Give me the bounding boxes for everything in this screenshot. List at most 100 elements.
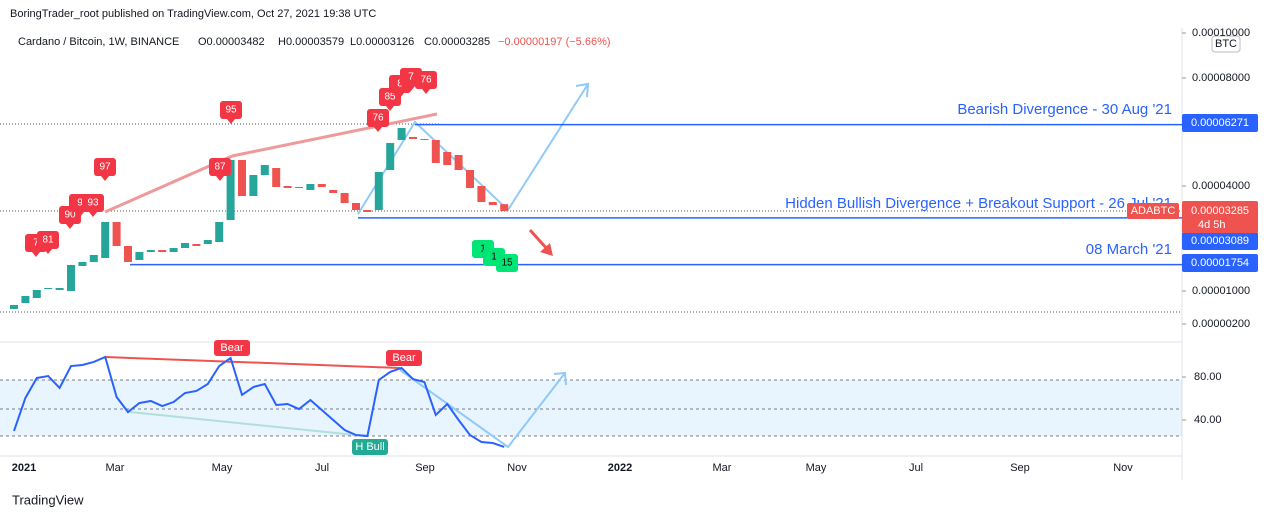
sell-signal <box>415 71 437 89</box>
sell-pointer <box>374 127 382 132</box>
symbol-badge <box>1127 203 1179 219</box>
candle <box>135 252 144 260</box>
last-price: 0.00003285 <box>1191 205 1249 217</box>
candle <box>260 164 269 176</box>
sell-label: 7 <box>33 238 39 249</box>
candle <box>44 287 53 290</box>
candle <box>500 204 509 212</box>
candle <box>363 210 372 213</box>
candle <box>101 222 110 258</box>
price-badge <box>1182 254 1258 272</box>
oscillator-band <box>0 380 1182 436</box>
y-tick-label: 0.00010000 <box>1192 27 1250 39</box>
x-tick-label: May <box>806 462 827 474</box>
candle <box>443 151 452 165</box>
candle <box>169 247 178 253</box>
sell-label: 8 <box>397 79 403 90</box>
sell-label: 7 <box>408 72 414 83</box>
sell-label: 76 <box>372 113 384 124</box>
candle <box>397 128 406 140</box>
candle <box>215 222 224 242</box>
sell-pointer <box>422 89 430 94</box>
sell-label: 9 <box>77 198 83 209</box>
candle <box>454 155 463 170</box>
candle <box>352 203 360 211</box>
y-tick-label: 0.00004000 <box>1192 180 1250 192</box>
osc-trend <box>129 411 366 437</box>
countdown: 4d 5h <box>1198 219 1226 231</box>
candle <box>55 287 64 290</box>
level-text: Hidden Bullish Divergence + Breakout Sup… <box>785 195 1172 212</box>
candle <box>10 304 18 309</box>
arrow-head <box>540 243 553 256</box>
trend-line <box>231 112 438 158</box>
sell-signal <box>82 194 104 212</box>
sell-pointer <box>407 86 415 91</box>
x-tick-label: Sep <box>1010 462 1030 474</box>
sell-label: 90 <box>64 210 76 221</box>
sell-pointer <box>396 93 404 98</box>
open: O0.00003482 <box>198 36 265 48</box>
x-tick-label: Nov <box>507 462 527 474</box>
sell-label: 85 <box>384 92 396 103</box>
x-tick-label: May <box>212 462 233 474</box>
candle <box>374 171 383 211</box>
sell-signal <box>220 101 242 119</box>
sell-pointer <box>386 106 394 111</box>
sell-pointer <box>66 224 74 229</box>
sell-pointer <box>227 119 235 124</box>
candle <box>329 189 338 193</box>
buy-label: 1 <box>480 244 486 255</box>
oscillator-line <box>13 355 505 448</box>
x-tick-label: Jul <box>909 462 923 474</box>
price-badge-label: 0.00003089 <box>1191 235 1249 247</box>
candle <box>192 243 201 246</box>
close: C0.00003285 <box>424 36 490 48</box>
price-badge-label: 0.00006271 <box>1191 117 1249 129</box>
osc-tick-label: 40.00 <box>1194 414 1222 426</box>
candle <box>158 250 167 253</box>
buy-label: 15 <box>501 258 513 269</box>
candle <box>386 142 395 170</box>
symbol-label: ADABTC <box>1131 205 1176 217</box>
currency: BTC <box>1215 38 1237 50</box>
level-text: Bearish Divergence - 30 Aug '21 <box>957 101 1172 118</box>
candle <box>409 136 417 139</box>
osc-label-box <box>352 439 388 455</box>
x-tick-label: Jul <box>315 462 329 474</box>
osc-label: H Bull <box>355 441 384 453</box>
currency-box <box>1211 35 1241 53</box>
y-tick-label: 0.00001000 <box>1192 285 1250 297</box>
candle <box>21 295 30 304</box>
sell-signal <box>94 158 116 176</box>
arrow <box>528 228 550 252</box>
candle <box>32 289 41 299</box>
x-tick-label: Nov <box>1113 462 1133 474</box>
osc-trend <box>104 356 401 369</box>
candle <box>226 159 235 220</box>
price-badge-label: 0.00001754 <box>1191 257 1249 269</box>
candle <box>112 222 121 246</box>
candle <box>272 167 281 188</box>
osc-tick-label: 80.00 <box>1194 371 1222 383</box>
candle <box>238 159 246 197</box>
sell-signal <box>367 109 389 127</box>
sell-pointer <box>76 212 84 217</box>
y-tick-label: 0.00000200 <box>1192 318 1250 330</box>
candle <box>466 169 474 188</box>
sell-pointer <box>44 249 52 254</box>
osc-projection <box>399 369 566 449</box>
level-text: 08 March '21 <box>1086 241 1172 258</box>
sell-pointer <box>89 212 97 217</box>
sell-signal <box>37 231 59 249</box>
candle <box>249 175 258 197</box>
sell-signal <box>209 158 231 176</box>
sell-label: 76 <box>420 75 432 86</box>
x-tick-label: 2021 <box>12 462 36 474</box>
osc-label: Bear <box>220 342 244 354</box>
brand: TradingView <box>12 492 84 507</box>
candle <box>477 186 486 202</box>
x-tick-label: Sep <box>415 462 435 474</box>
